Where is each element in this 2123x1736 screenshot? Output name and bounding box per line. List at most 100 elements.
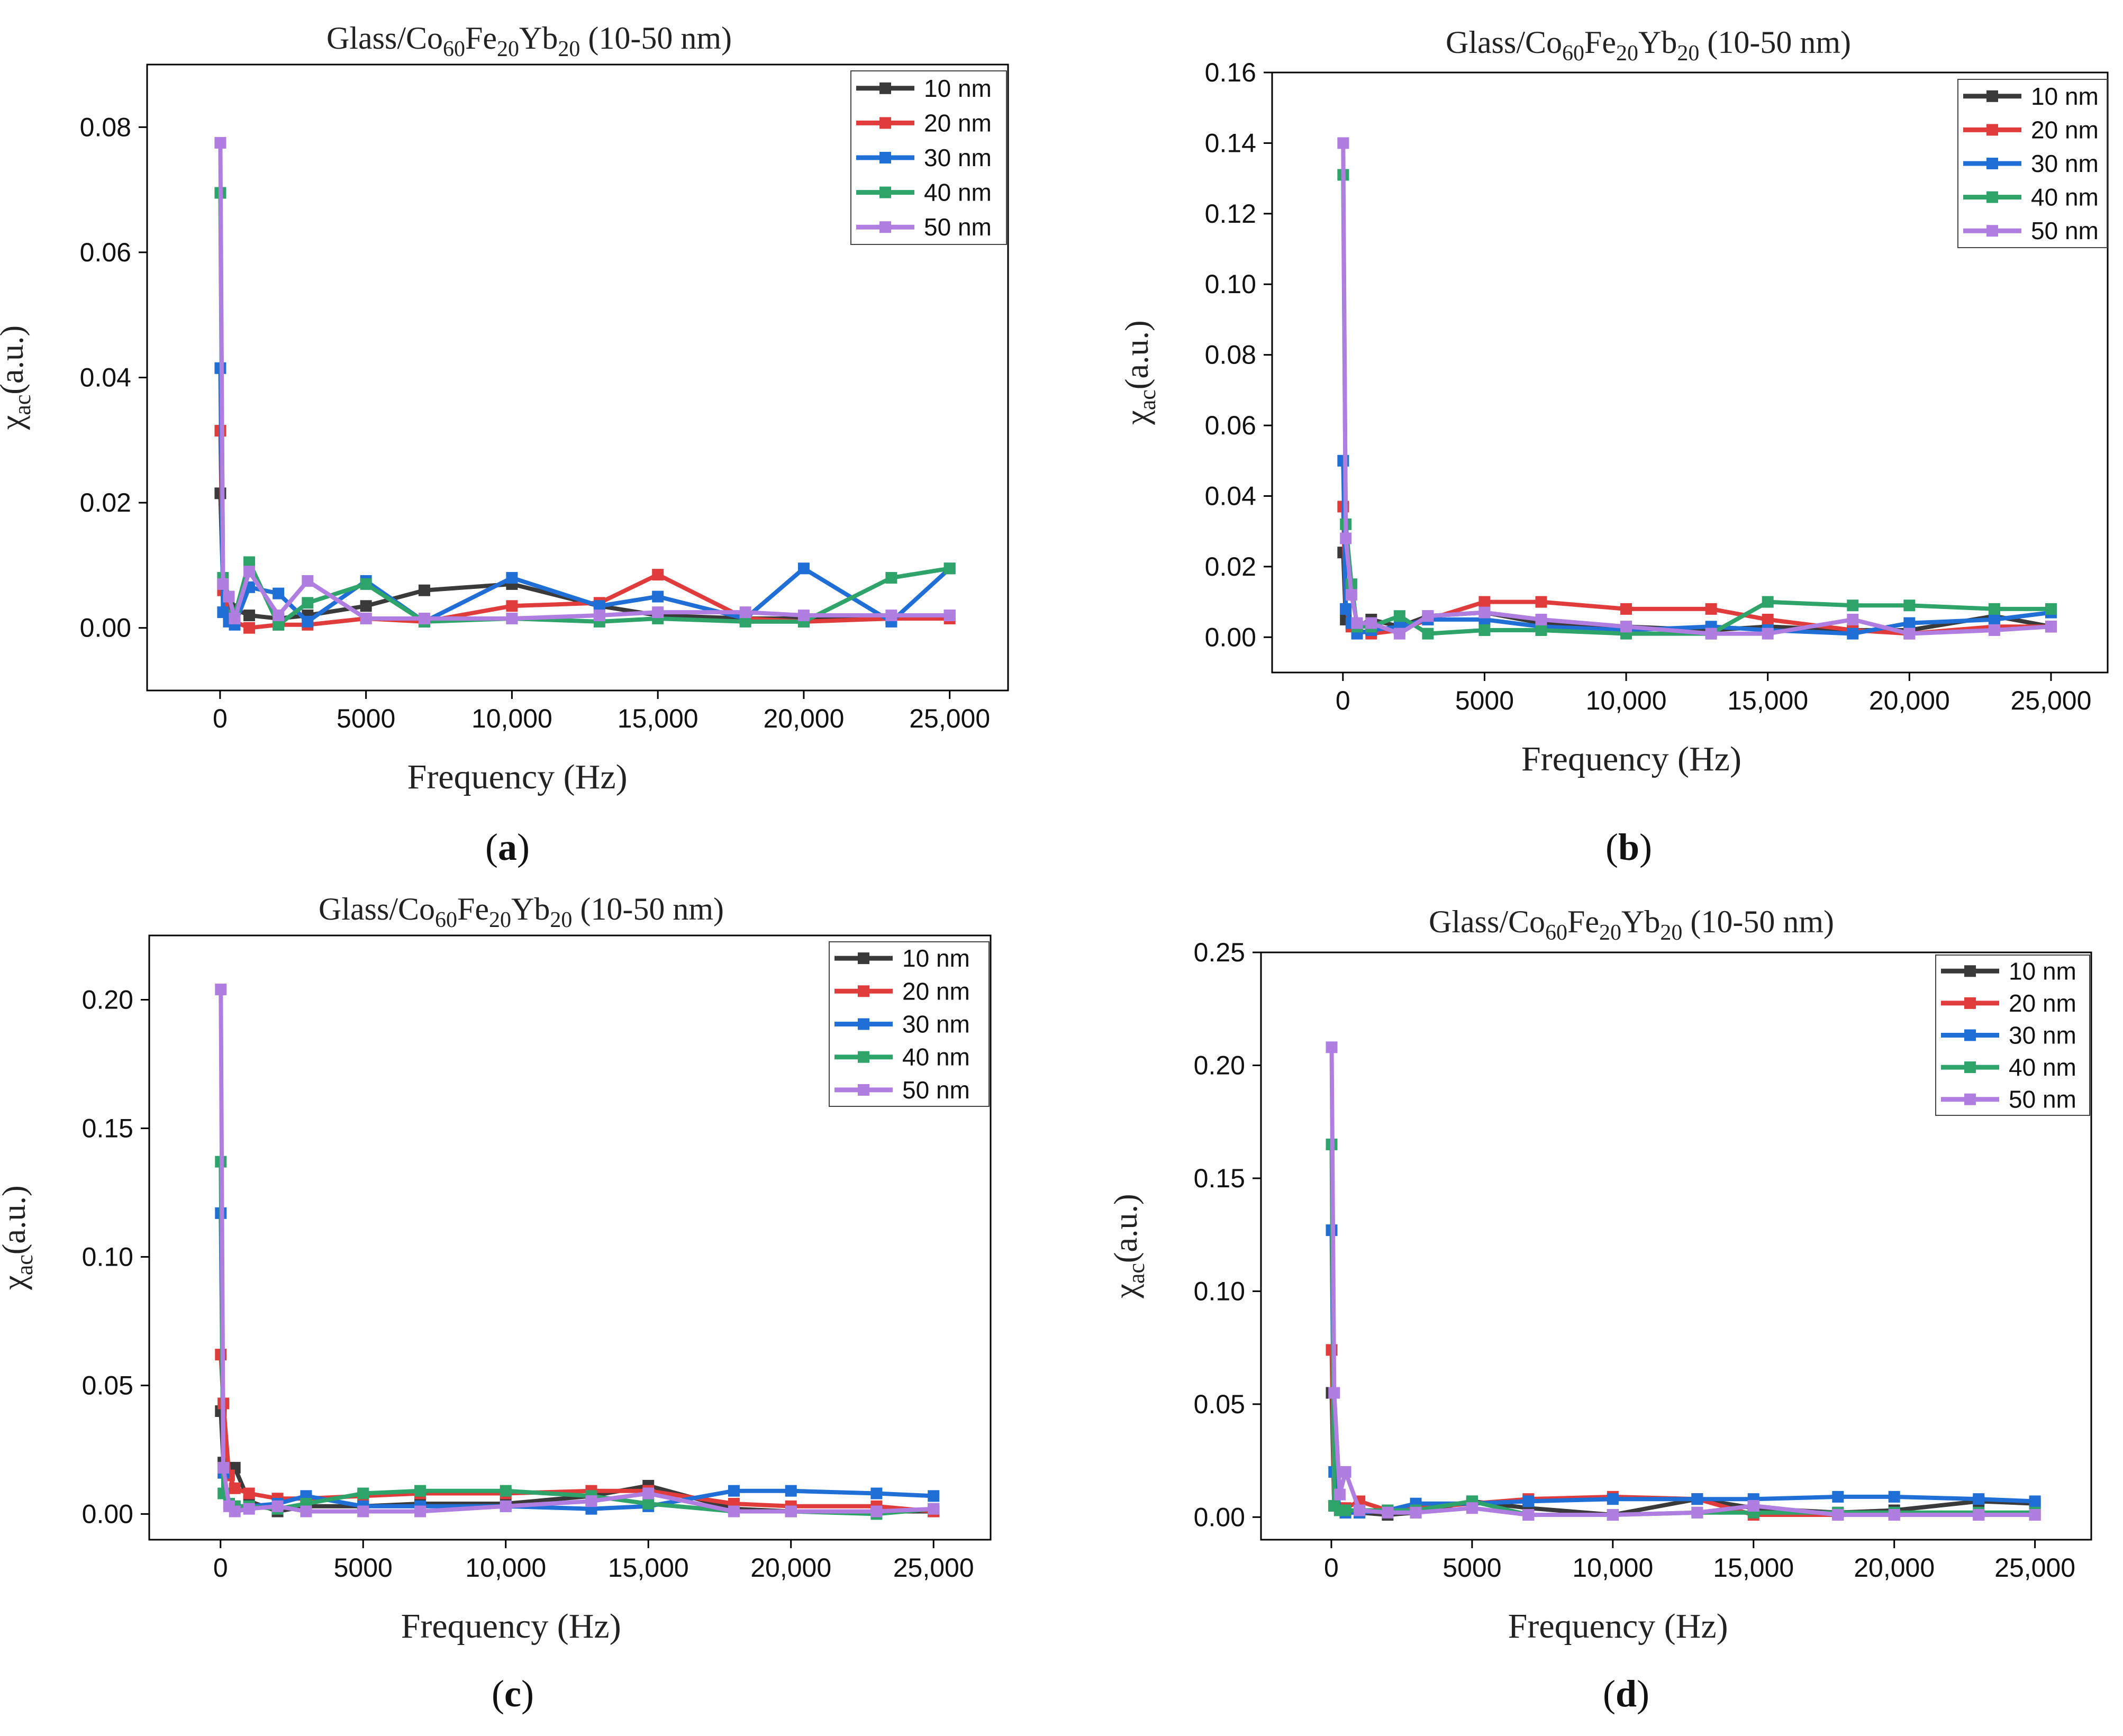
chart-title: Glass/Co60Fe20Yb20 (10-50 nm) <box>326 21 732 61</box>
title-text: Fe <box>1584 25 1616 60</box>
data-point <box>652 606 664 619</box>
data-point <box>506 612 518 624</box>
y-label-subscript: ac <box>12 1255 38 1275</box>
data-point <box>1466 1502 1478 1514</box>
title-text: (10-50 nm) <box>580 21 732 56</box>
data-point <box>1522 1495 1535 1507</box>
x-tick-label: 0 <box>1324 1553 1339 1583</box>
data-point <box>223 590 235 603</box>
legend-marker <box>879 82 891 94</box>
data-point <box>593 610 605 622</box>
legend-label: 40 nm <box>924 179 992 206</box>
y-tick-label: 0.14 <box>1205 128 1256 158</box>
data-point <box>360 612 372 624</box>
data-point <box>1422 610 1434 622</box>
y-tick-label: 0.00 <box>1205 622 1256 652</box>
data-point <box>217 1461 230 1474</box>
title-subscript: 60 <box>435 908 457 932</box>
data-point <box>273 610 285 622</box>
data-point <box>1705 628 1717 640</box>
legend-marker <box>1986 225 1998 237</box>
data-point <box>1620 621 1632 633</box>
series-line <box>219 1354 934 1514</box>
data-point <box>1888 1509 1900 1521</box>
y-axis-label: χac(a.u.) <box>0 325 35 430</box>
y-axis-label: χac(a.u.) <box>0 1185 38 1290</box>
y-tick-label: 0.10 <box>1194 1276 1245 1306</box>
y-tick-label: 0.15 <box>82 1113 133 1143</box>
title-subscript: 20 <box>1599 921 1621 945</box>
data-point <box>1328 1387 1340 1399</box>
legend-marker <box>1986 90 1998 102</box>
legend-label: 20 nm <box>2009 989 2076 1017</box>
series-line <box>1341 143 2052 636</box>
title-text: (10-50 nm) <box>572 892 724 926</box>
x-tick-label: 15,000 <box>1727 686 1808 715</box>
data-point <box>728 1505 740 1517</box>
data-point <box>797 610 810 622</box>
x-tick-label: 5000 <box>1455 686 1514 715</box>
legend-marker <box>879 152 891 163</box>
caption-paren: ) <box>1637 1673 1649 1715</box>
title-text: Yb <box>511 892 550 926</box>
data-point <box>1762 613 1774 625</box>
legend-marker <box>1964 1061 1976 1074</box>
x-axis-label: Frequency (Hz) <box>1521 740 1741 778</box>
data-point <box>1988 624 2000 636</box>
legend-label: 30 nm <box>924 144 992 171</box>
data-point <box>1333 1488 1346 1501</box>
data-point <box>506 600 518 612</box>
data-point <box>870 1487 883 1499</box>
data-point <box>500 1485 512 1497</box>
y-label-text: (a.u.) <box>0 325 30 395</box>
data-point <box>214 137 226 149</box>
data-point <box>1522 1509 1535 1521</box>
data-point <box>300 1505 312 1517</box>
series-line <box>1329 1047 2035 1517</box>
title-text: Glass/Co <box>326 21 443 56</box>
y-tick-label: 0.20 <box>82 985 133 1014</box>
data-point <box>943 610 956 622</box>
legend-marker <box>1964 1029 1976 1041</box>
data-point <box>1478 624 1491 636</box>
data-point <box>243 566 256 578</box>
data-point <box>360 578 372 590</box>
legend-label: 40 nm <box>2031 184 2099 211</box>
data-point <box>1339 1466 1351 1478</box>
y-tick-label: 0.16 <box>1205 58 1256 87</box>
title-text: Yb <box>1638 25 1677 60</box>
legend-label: 30 nm <box>902 1011 970 1038</box>
x-tick-label: 10,000 <box>1586 686 1667 715</box>
data-point <box>652 590 664 603</box>
y-tick-label: 0.10 <box>82 1242 133 1271</box>
legend-marker <box>858 1084 869 1096</box>
data-point <box>1354 1504 1366 1516</box>
legend-label: 40 nm <box>902 1043 970 1071</box>
title-text: Yb <box>519 21 558 56</box>
legend-marker <box>879 221 891 233</box>
data-point <box>1973 1493 1985 1505</box>
data-point <box>1365 617 1377 629</box>
y-label-text: χ <box>0 415 30 430</box>
y-label-subscript: ac <box>1123 1263 1149 1284</box>
y-tick-label: 0.08 <box>80 112 131 142</box>
legend-label: 10 nm <box>2009 957 2076 985</box>
data-point <box>1903 628 1916 640</box>
data-point <box>1607 1509 1619 1521</box>
legend-marker <box>1964 965 1976 977</box>
data-point <box>229 1505 241 1517</box>
data-point <box>243 1503 255 1515</box>
data-point <box>1973 1509 1985 1521</box>
title-text: (10-50 nm) <box>1682 904 1834 939</box>
title-text: Fe <box>1567 904 1599 939</box>
data-point <box>928 1490 940 1502</box>
y-label-text: χ <box>1119 410 1155 425</box>
caption-paren: ( <box>1603 1673 1616 1715</box>
y-axis-label: χac(a.u.) <box>1119 320 1160 425</box>
legend-marker <box>1986 158 1998 169</box>
data-point <box>1345 589 1357 601</box>
legend-marker <box>858 1051 869 1063</box>
data-point <box>414 1505 427 1517</box>
data-point <box>243 622 256 634</box>
data-point <box>414 1485 427 1497</box>
